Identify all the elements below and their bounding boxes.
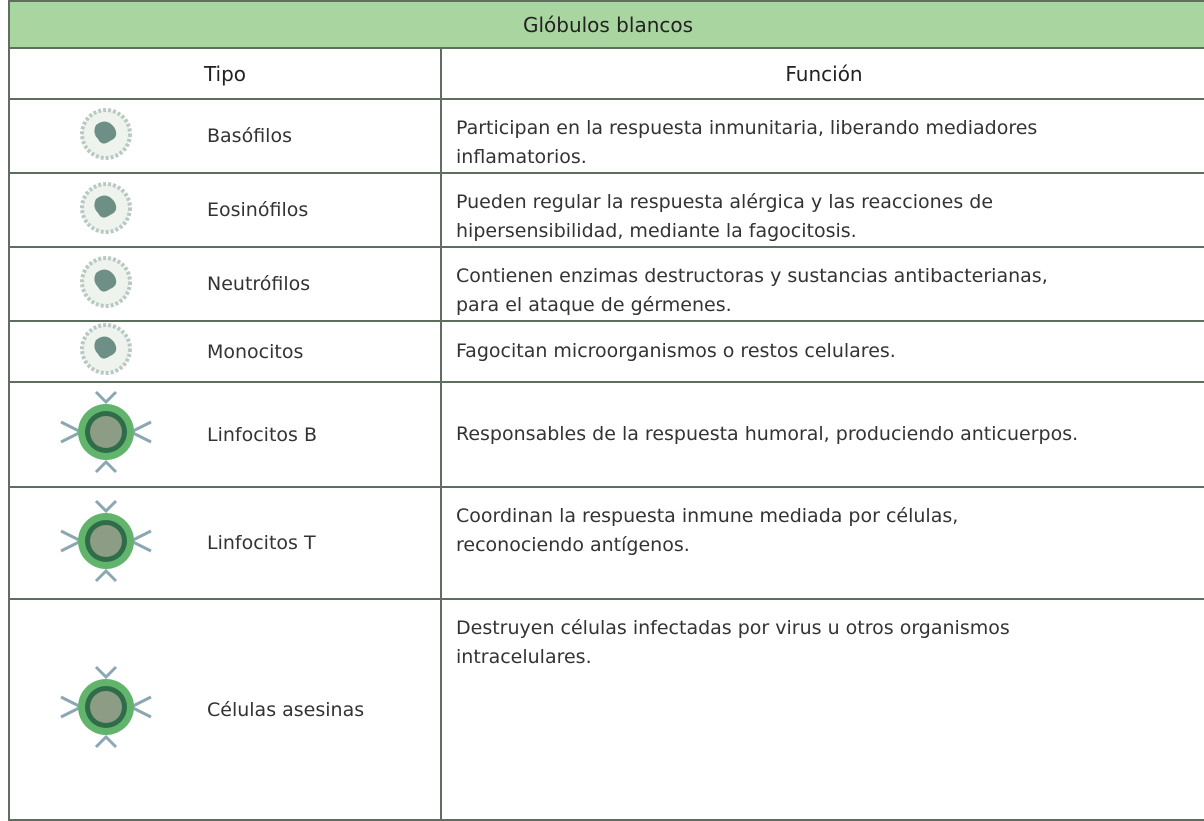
type-cell: Basófilos	[201, 98, 442, 174]
type-cell: Linfocitos B	[201, 381, 442, 488]
function-line: intracelulares.	[456, 646, 592, 668]
function-cell: Contienen enzimas destructoras y sustanc…	[440, 246, 1204, 322]
function-line: Coordinan la respuesta inmune mediada po…	[456, 505, 959, 527]
table: Glóbulos blancos Tipo Función Basófilos Pa…	[8, 0, 1204, 821]
table-row: Eosinófilos Pueden regular la respuesta a…	[8, 172, 1204, 248]
function-line: Participan en la respuesta inmunitaria, …	[456, 117, 1038, 139]
icon-cell	[8, 246, 201, 322]
type-cell: Neutrófilos	[201, 246, 442, 322]
table-row: Linfocitos B Responsables de la respuesta…	[8, 381, 1204, 488]
header-row: Tipo Función	[8, 47, 1204, 100]
type-cell: Células asesinas	[201, 598, 442, 821]
table-title: Glóbulos blancos	[8, 0, 1204, 49]
icon-cell	[8, 486, 201, 600]
function-line: Pueden regular la respuesta alérgica y l…	[456, 191, 994, 213]
header: Tipo	[8, 47, 442, 100]
type-cell: Eosinófilos	[201, 172, 442, 248]
function-cell: Fagocitan microorganismos o restos celul…	[440, 320, 1204, 383]
function-line: Destruyen células infectadas por virus u…	[456, 617, 1010, 639]
function-cell: Coordinan la respuesta inmune mediada po…	[440, 486, 1204, 600]
function-cell: Participan en la respuesta inmunitaria, …	[440, 98, 1204, 174]
table-row: Basófilos Participan en la respuesta inmu…	[8, 98, 1204, 174]
cell-icon	[59, 665, 152, 749]
function-cell: Destruyen células infectadas por virus u…	[440, 598, 1204, 821]
table-row: Neutrófilos Contienen enzimas destructora…	[8, 246, 1204, 322]
cell-icon	[79, 255, 132, 308]
icon-cell	[8, 320, 201, 383]
table-row: Monocitos Fagocitan microorganismos o res…	[8, 320, 1204, 383]
icon-cell	[8, 172, 201, 248]
function-line: Fagocitan microorganismos o restos celul…	[456, 340, 896, 362]
function-line: Responsables de la respuesta humoral, pr…	[456, 423, 1079, 445]
icon-cell	[8, 598, 201, 821]
cell-icon	[59, 499, 152, 582]
function-cell: Pueden regular la respuesta alérgica y l…	[440, 172, 1204, 248]
table-row: Células asesinas Destruyen células infect…	[8, 598, 1204, 821]
title-row: Glóbulos blancos	[8, 0, 1204, 49]
cell-icon	[59, 390, 152, 474]
table-row: Linfocitos T Coordinan la respuesta inmun…	[8, 486, 1204, 600]
function-line: para el ataque de gérmenes.	[456, 294, 732, 316]
cell-icon	[79, 181, 132, 234]
type-cell: Linfocitos T	[201, 486, 442, 600]
header: Función	[440, 47, 1204, 100]
function-line: Contienen enzimas destructoras y sustanc…	[456, 265, 1048, 287]
function-line: inflamatorios.	[456, 146, 587, 168]
page: {"table":{"title":"Glóbulos blancos","he…	[8, 0, 1204, 821]
function-line: reconociendo antígenos.	[456, 534, 690, 556]
icon-cell	[8, 381, 201, 488]
function-line: hipersensibilidad, mediante la fagocitos…	[456, 220, 857, 242]
type-cell: Monocitos	[201, 320, 442, 383]
function-cell: Responsables de la respuesta humoral, pr…	[440, 381, 1204, 488]
cell-icon	[79, 323, 132, 375]
icon-cell	[8, 98, 201, 174]
cell-icon	[79, 107, 132, 160]
